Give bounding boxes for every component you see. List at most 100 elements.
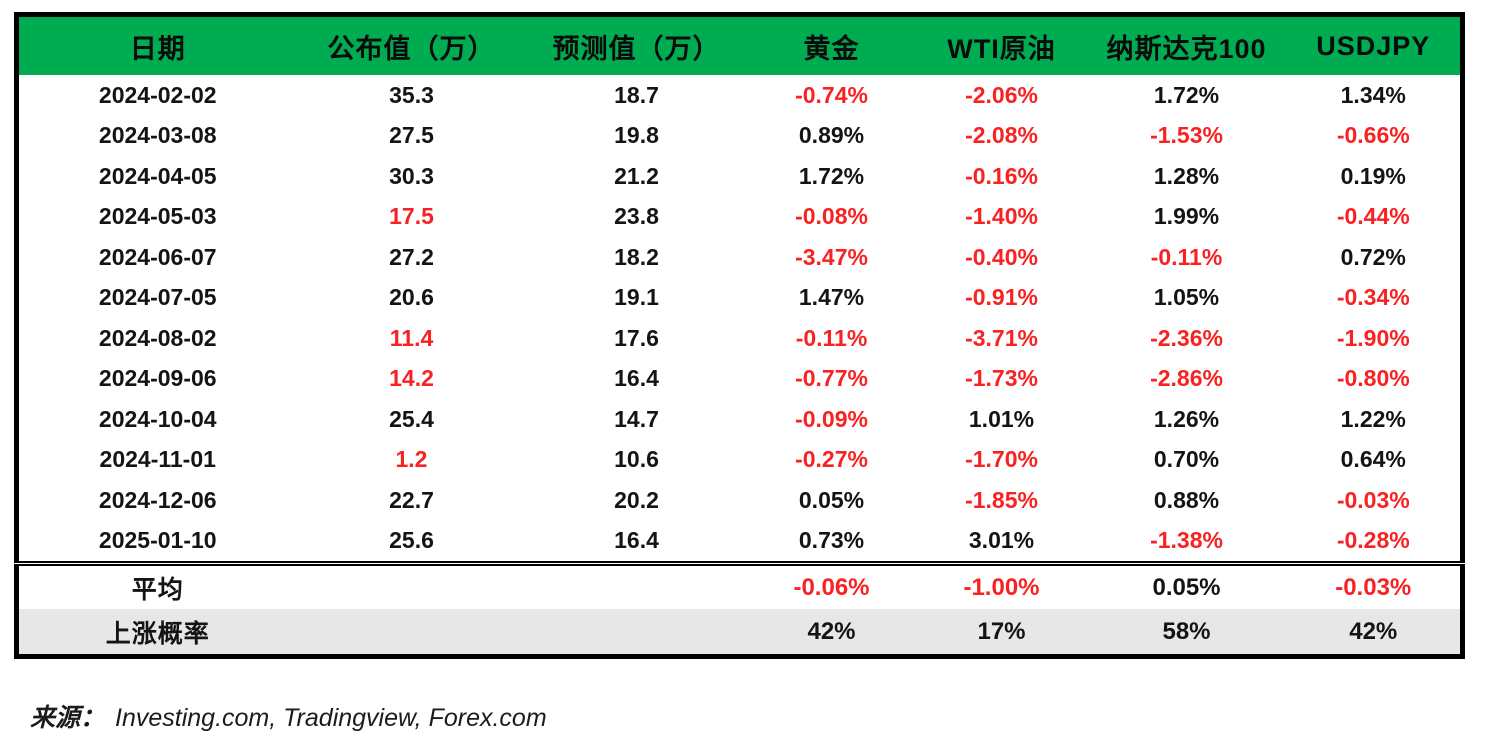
forecast-cell: 14.7	[614, 405, 659, 432]
nasdaq-cell: -2.86%	[1150, 365, 1223, 392]
date-cell: 2024-04-05	[98, 162, 217, 189]
forecast-cell: 18.2	[614, 243, 659, 270]
usdjpy-cell: 1.22%	[1340, 405, 1406, 432]
wti-cell: -0.91%	[965, 284, 1038, 311]
table-row: 2024-05-03 17.5 23.8 -0.08% -1.40% 1.99% -0.44…	[17, 197, 1463, 238]
nasdaq-cell: -2.36%	[1150, 324, 1223, 351]
table-row: 2025-01-10 25.6 16.4 0.73% 3.01% -1.38% -0.28%	[17, 521, 1463, 564]
wti-cell: 3.01%	[968, 527, 1035, 554]
usdjpy-cell: 42%	[1286, 609, 1463, 657]
published-cell: 20.6	[389, 284, 434, 311]
forecast-cell: 18.7	[614, 81, 659, 108]
col-header-gold: 黄金	[746, 14, 917, 75]
col-header-date: 日期	[16, 14, 297, 75]
gold-cell: 0.89%	[798, 122, 865, 149]
source-note: 来源： Investing.com, Tradingview, Forex.com	[30, 698, 547, 734]
forecast-cell	[526, 561, 747, 609]
table-row: 2024-07-05 20.6 19.1 1.47% -0.91% 1.05% -0.34%	[17, 278, 1463, 319]
wti-cell: -0.16%	[965, 162, 1038, 189]
wti-cell: -1.00%	[916, 561, 1087, 609]
forecast-cell: 10.6	[614, 446, 659, 473]
published-cell: 35.3	[389, 81, 434, 108]
forecast-cell: 16.4	[614, 365, 659, 392]
published-cell: 30.3	[389, 162, 434, 189]
date-cell: 2024-09-06	[98, 365, 217, 392]
published-cell: 22.7	[389, 486, 434, 513]
published-cell: 25.6	[389, 527, 434, 554]
usdjpy-cell: -0.44%	[1336, 203, 1410, 230]
table-row: 2024-02-02 35.3 18.7 -0.74% -2.06% 1.72% 1.34%	[17, 75, 1463, 116]
gold-cell: 42%	[746, 609, 917, 657]
nasdaq-cell: 0.05%	[1086, 561, 1287, 609]
published-cell	[296, 561, 527, 609]
usdjpy-cell: -0.28%	[1336, 527, 1410, 554]
table-row: 2024-06-07 27.2 18.2 -3.47% -0.40% -0.11% 0.72…	[17, 237, 1463, 278]
gold-cell: 0.05%	[798, 486, 865, 513]
table-row: 2024-11-01 1.2 10.6 -0.27% -1.70% 0.70% 0.64%	[17, 440, 1463, 481]
published-cell: 14.2	[389, 365, 434, 392]
gold-cell: 1.72%	[798, 162, 865, 189]
forecast-cell: 19.8	[614, 122, 659, 149]
gold-cell: 0.73%	[798, 527, 865, 554]
wti-cell: 17%	[916, 609, 1087, 657]
forecast-cell	[526, 609, 747, 657]
date-cell: 2024-11-01	[99, 446, 216, 473]
gold-cell: -0.77%	[795, 365, 868, 392]
probability-row: 上涨概率 42% 17% 58% 42%	[16, 609, 1463, 657]
table-body: 2024-02-02 35.3 18.7 -0.74% -2.06% 1.72% 1.34%…	[16, 75, 1463, 657]
nasdaq-cell: 1.72%	[1153, 81, 1220, 108]
table-row: 2024-04-05 30.3 21.2 1.72% -0.16% 1.28% 0.19%	[17, 156, 1463, 197]
usdjpy-cell: 1.34%	[1340, 81, 1406, 108]
nasdaq-cell: 0.70%	[1153, 446, 1220, 473]
published-cell: 11.4	[389, 324, 434, 351]
forecast-cell: 19.1	[614, 284, 659, 311]
source-text: Investing.com, Tradingview, Forex.com	[115, 704, 547, 732]
date-cell: 2024-03-08	[98, 122, 217, 149]
date-cell: 2024-12-06	[98, 486, 217, 513]
published-cell: 27.5	[389, 122, 434, 149]
date-cell: 2024-07-05	[98, 284, 217, 311]
gold-cell: -0.11%	[795, 324, 868, 351]
average-row: 平均 -0.06% -1.00% 0.05% -0.03%	[16, 561, 1463, 609]
nfp-market-reaction-table: 日期 公布值（万） 预测值（万） 黄金 WTI原油 纳斯达克100 USDJPY…	[14, 12, 1465, 659]
col-header-published: 公布值（万）	[296, 14, 527, 75]
wti-cell: -1.70%	[965, 446, 1038, 473]
table-row: 2024-03-08 27.5 19.8 0.89% -2.08% -1.53% -0.66…	[17, 116, 1463, 157]
nasdaq-cell: -1.53%	[1150, 122, 1223, 149]
summary-label-cell: 平均	[16, 561, 297, 609]
published-cell	[296, 609, 527, 657]
wti-cell: -2.08%	[965, 122, 1038, 149]
usdjpy-cell: -1.90%	[1336, 324, 1410, 351]
published-cell: 1.2	[395, 446, 428, 473]
wti-cell: -0.40%	[965, 243, 1038, 270]
table-row: 2024-10-04 25.4 14.7 -0.09% 1.01% 1.26% 1.22%	[17, 399, 1463, 440]
usdjpy-cell: -0.66%	[1336, 122, 1410, 149]
date-cell: 2024-10-04	[98, 405, 217, 432]
nasdaq-cell: -0.11%	[1150, 243, 1223, 270]
forecast-cell: 20.2	[614, 486, 659, 513]
usdjpy-cell: 0.64%	[1340, 446, 1406, 473]
wti-cell: -2.06%	[965, 81, 1038, 108]
wti-cell: -1.85%	[965, 486, 1038, 513]
usdjpy-cell: 0.19%	[1340, 162, 1406, 189]
nasdaq-cell: 58%	[1086, 609, 1287, 657]
forecast-cell: 17.6	[614, 324, 659, 351]
date-cell: 2025-01-10	[98, 527, 217, 554]
forecast-cell: 16.4	[614, 527, 659, 554]
usdjpy-cell: -0.34%	[1336, 284, 1410, 311]
published-cell: 27.2	[389, 243, 434, 270]
col-header-wti: WTI原油	[916, 14, 1087, 75]
nasdaq-cell: 0.88%	[1153, 486, 1220, 513]
gold-cell: -3.47%	[795, 243, 868, 270]
nasdaq-cell: 1.05%	[1153, 284, 1220, 311]
table-row: 2024-09-06 14.2 16.4 -0.77% -1.73% -2.86% -0.8…	[17, 359, 1463, 400]
date-cell: 2024-06-07	[98, 243, 217, 270]
usdjpy-cell: -0.03%	[1286, 561, 1463, 609]
gold-cell: -0.27%	[795, 446, 868, 473]
wti-cell: 1.01%	[968, 405, 1035, 432]
forecast-cell: 23.8	[614, 203, 659, 230]
usdjpy-cell: 0.72%	[1340, 243, 1406, 270]
summary-label-cell: 上涨概率	[16, 609, 297, 657]
gold-cell: -0.08%	[795, 203, 868, 230]
